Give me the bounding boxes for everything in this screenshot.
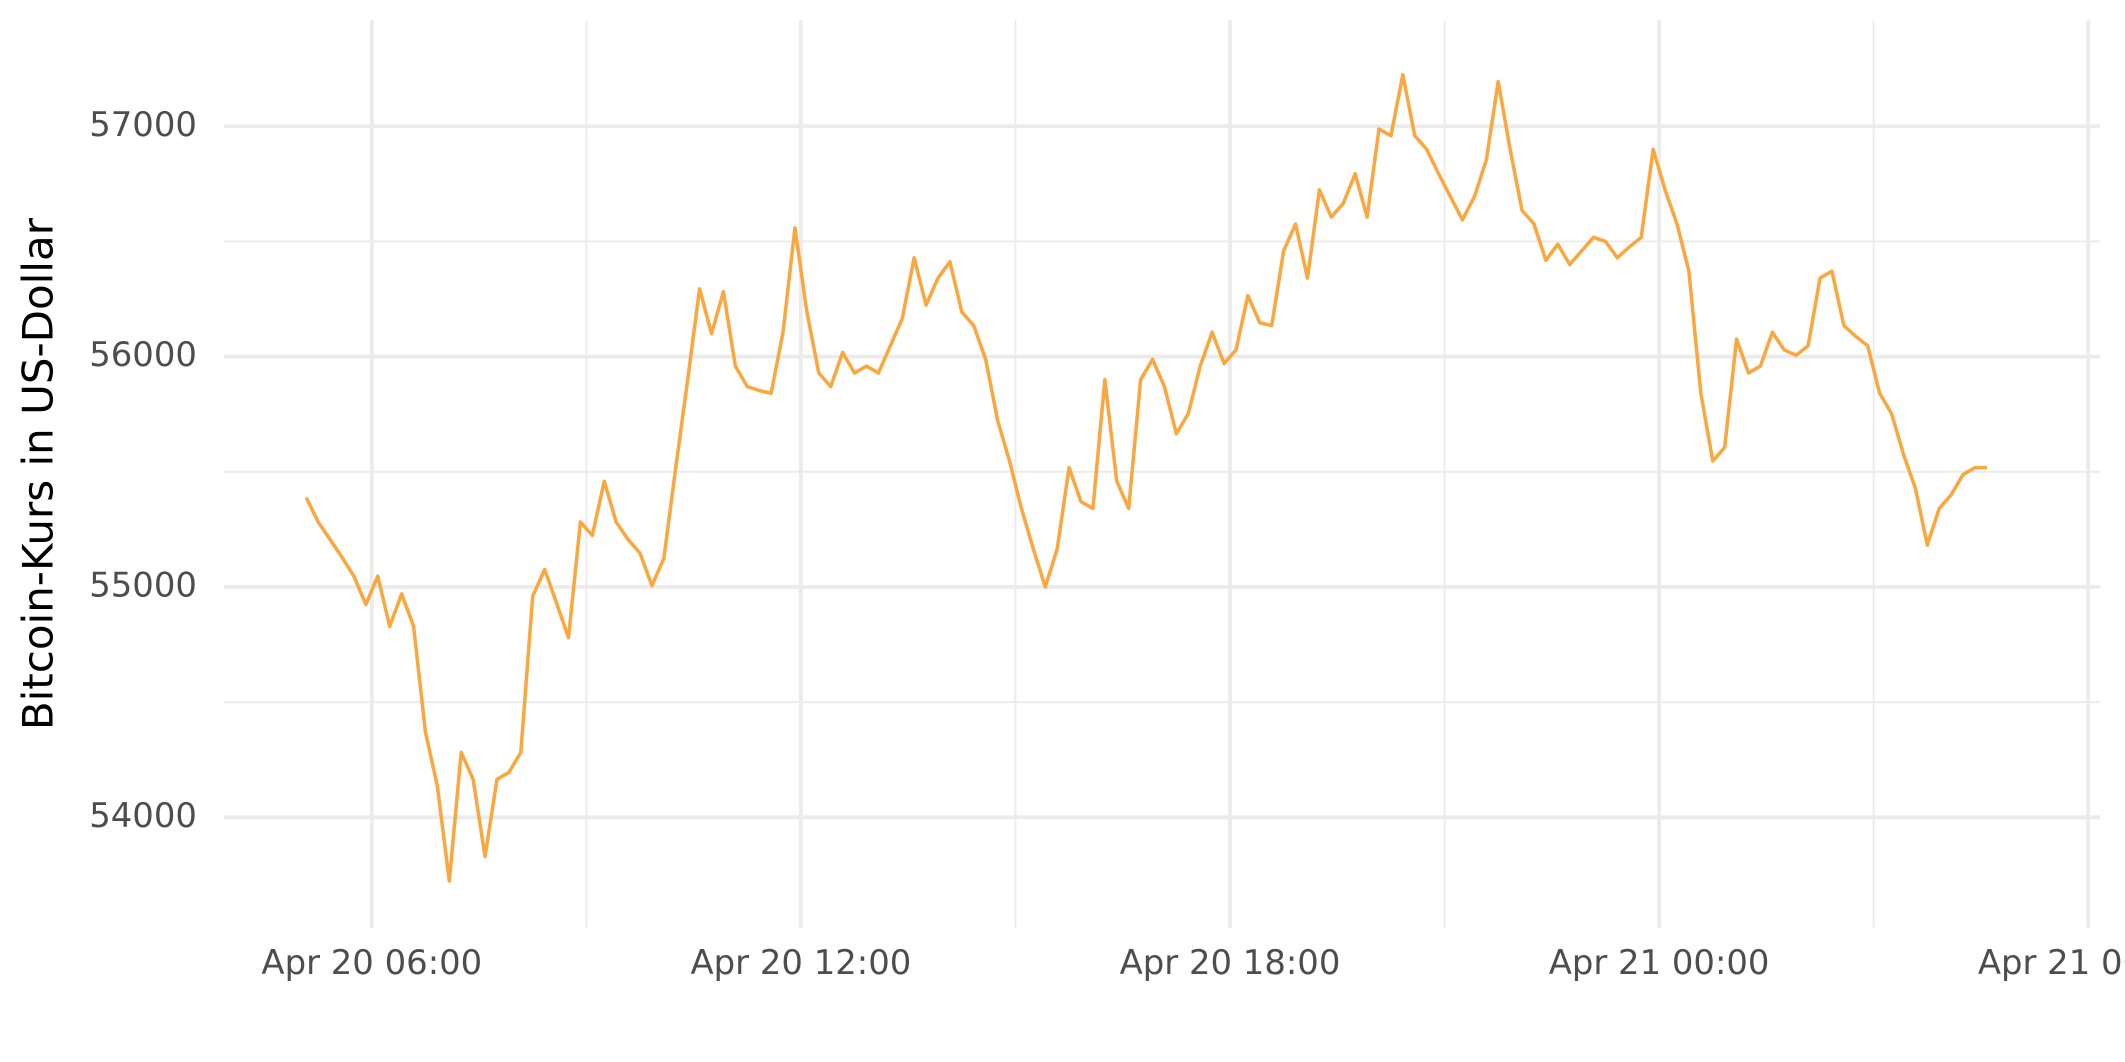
x-tick-label: Apr 21 00:00 [1549, 943, 1770, 982]
x-tick-label: Apr 20 12:00 [691, 943, 912, 982]
x-tick-label: Apr 20 06:00 [261, 943, 482, 982]
price-line [304, 72, 1987, 883]
y-tick-label: 54000 [89, 796, 197, 835]
x-tick-label: Apr 21 06:00 [1978, 943, 2125, 982]
y-axis-title: Bitcoin-Kurs in US-Dollar [14, 217, 63, 730]
y-tick-label: 57000 [89, 105, 197, 144]
y-tick-label: 56000 [89, 335, 197, 374]
y-tick-label: 55000 [89, 565, 197, 604]
x-tick-label: Apr 20 18:00 [1120, 943, 1341, 982]
